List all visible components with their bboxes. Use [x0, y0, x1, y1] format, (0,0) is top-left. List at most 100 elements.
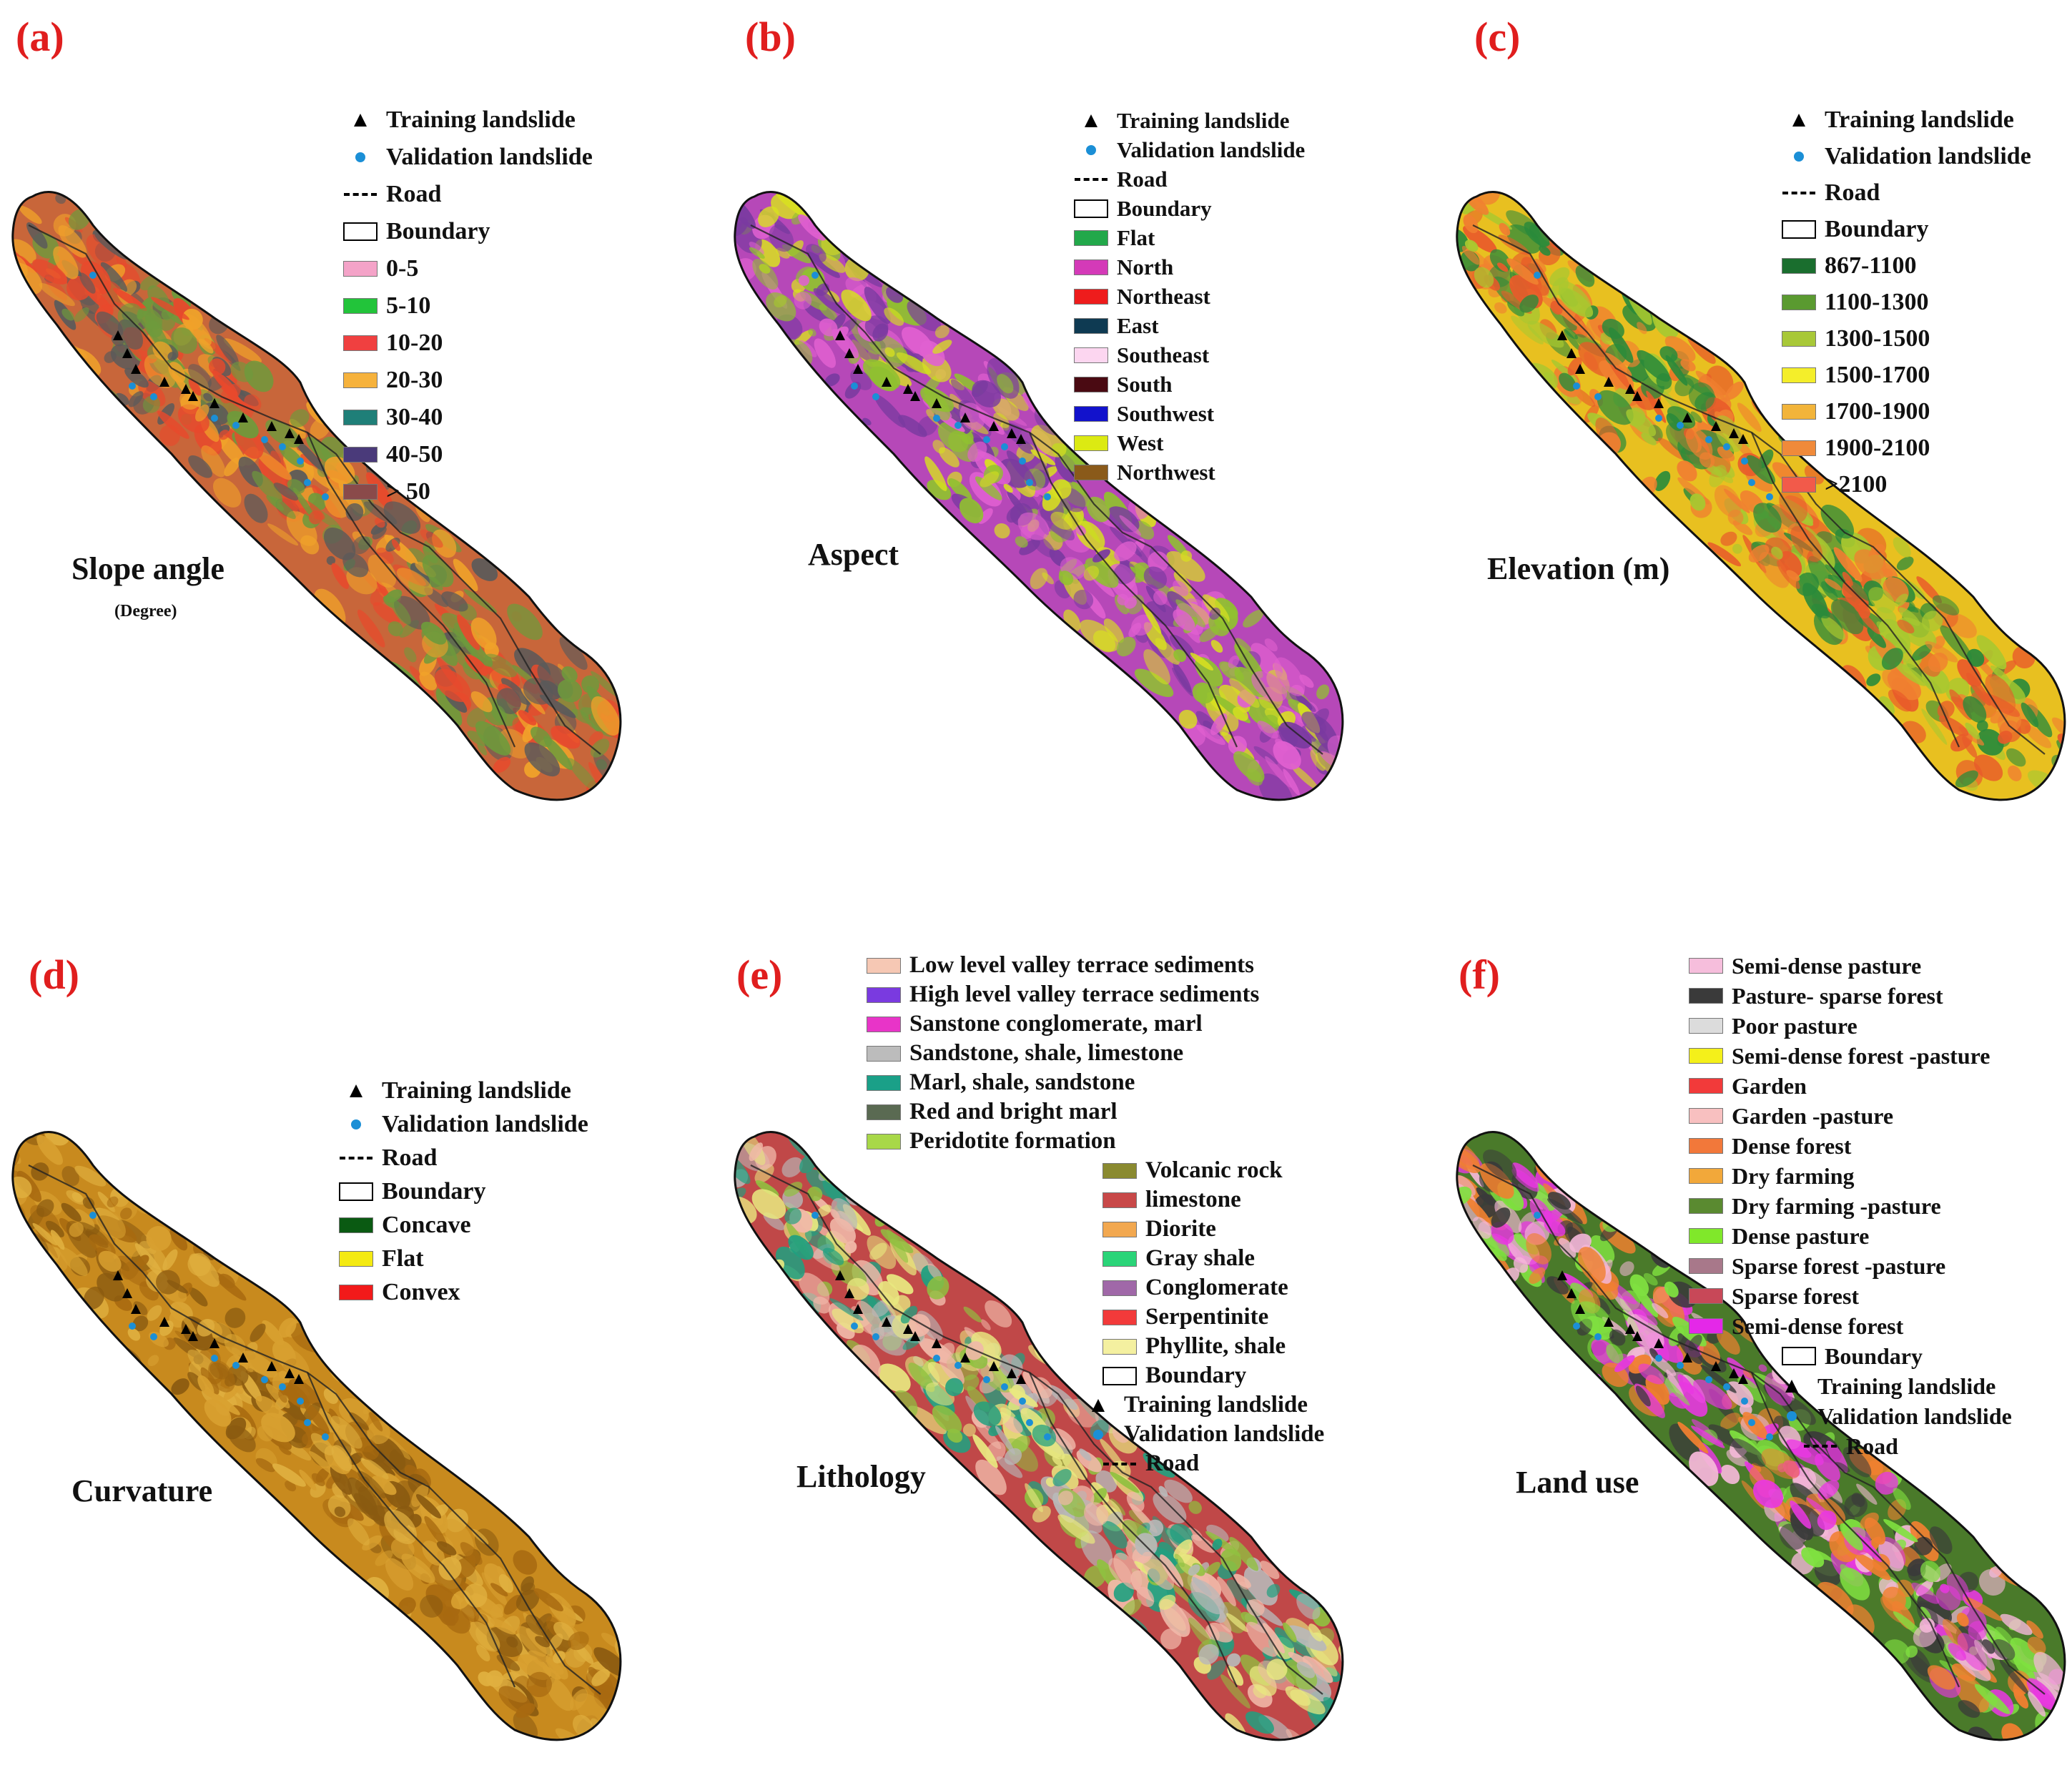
map-texture-patch [1229, 678, 1260, 708]
map-texture-patch [581, 675, 600, 694]
map-texture-patch [1190, 1579, 1225, 1615]
map-texture-patch [385, 589, 403, 603]
map-texture-patch [1464, 239, 1479, 252]
map-texture-patch [1840, 1563, 1855, 1581]
map-texture-patch [2057, 733, 2065, 750]
map-texture-patch [420, 1594, 443, 1618]
map-texture-patch [1092, 549, 1110, 563]
map-texture-patch [357, 609, 385, 648]
map-texture-patch [171, 327, 197, 354]
legend-label: Validation landslide [1817, 1403, 2012, 1429]
map-texture-patch [2006, 748, 2026, 767]
legend-item: Concave [337, 1208, 588, 1242]
color-swatch [865, 1045, 902, 1062]
map-texture-patch [794, 292, 812, 310]
training-landslide-marker [835, 330, 845, 340]
map-texture-patch [694, 1142, 726, 1173]
legend-label: Road [1846, 1433, 1898, 1459]
map-texture-patch [1905, 1645, 1918, 1658]
training-landslide-marker [122, 1288, 132, 1298]
legend-item: Road [865, 1449, 1324, 1478]
validation-landslide-marker [1655, 415, 1662, 422]
map-texture-patch [758, 206, 779, 227]
map-texture-patch [1856, 1483, 1878, 1505]
map-texture-patch [1609, 1329, 1626, 1346]
legend-item: West [1072, 428, 1305, 458]
map-texture-patch [1265, 756, 1292, 788]
map-texture-patch [1015, 536, 1028, 548]
validation-landslide-marker [933, 1355, 940, 1362]
map-texture-patch [1539, 245, 1551, 256]
legend-item: Flat [1072, 223, 1305, 252]
map-texture-patch [1658, 1373, 1690, 1406]
map-texture-patch [862, 359, 901, 390]
legend-item: Garden -pasture [1687, 1101, 2012, 1131]
training-landslide-marker [1711, 1361, 1721, 1371]
dashed-line-icon [1802, 1445, 1839, 1448]
color-swatch [1780, 440, 1817, 456]
map-texture-patch [1285, 1686, 1311, 1706]
legend-label: Training landslide [1825, 106, 2014, 133]
map-texture-patch [310, 1433, 334, 1455]
color-swatch [1072, 259, 1110, 275]
map-texture-patch [1228, 736, 1247, 755]
validation-landslide-marker [232, 422, 240, 429]
map-texture-patch [203, 392, 213, 402]
map-texture-patch [1210, 713, 1228, 736]
color-swatch [1101, 1250, 1138, 1267]
map-texture-patch [59, 1247, 88, 1277]
map-texture-patch [83, 1286, 104, 1310]
map-texture-patch [1688, 382, 1715, 410]
color-swatch [1072, 317, 1110, 334]
map-texture-patch [1732, 1438, 1766, 1467]
legend-item: Southeast [1072, 340, 1305, 370]
map-texture-patch [1173, 649, 1187, 662]
legend-label: Validation landslide [386, 144, 593, 170]
map-texture-patch [147, 1355, 159, 1366]
map-texture-patch [1274, 1627, 1294, 1648]
map-texture-patch [924, 456, 947, 491]
map-texture-patch [1920, 1561, 1941, 1583]
map-texture-patch [2025, 725, 2052, 748]
map-texture-patch [1188, 1500, 1202, 1514]
legend-b: Training landslide Validation landslide Ro… [1072, 106, 1305, 487]
legend-item: East [1072, 311, 1305, 340]
training-landslide-marker [989, 421, 999, 431]
legend-item: Volcanic rock [865, 1156, 1324, 1185]
map-texture-patch [137, 1255, 149, 1267]
map-texture-patch [1289, 692, 1316, 712]
validation-landslide-marker [1001, 1383, 1008, 1390]
map-texture-patch [404, 647, 417, 663]
map-texture-patch [934, 325, 949, 339]
legend-item: Validation landslide [1072, 135, 1305, 164]
map-texture-patch [1160, 1554, 1184, 1588]
map-texture-patch [1558, 287, 1594, 318]
map-texture-patch [227, 410, 259, 439]
map-texture-patch [169, 1227, 188, 1251]
map-texture-patch [1334, 776, 1343, 798]
legend-item: Training landslide [865, 1390, 1324, 1420]
map-texture-patch [569, 1688, 588, 1711]
map-texture-patch [86, 234, 119, 269]
map-texture-patch [1079, 1448, 1092, 1461]
map-texture-patch [98, 1250, 122, 1272]
map-texture-patch [980, 471, 1000, 488]
map-texture-patch [1456, 1144, 1481, 1173]
map-texture-patch [1266, 1658, 1288, 1681]
map-texture-patch [948, 478, 972, 502]
map-texture-patch [1627, 1314, 1664, 1350]
map-texture-patch [1896, 556, 1914, 570]
legend-label: Volcanic rock [1145, 1157, 1283, 1183]
map-texture-patch [1229, 1537, 1259, 1571]
map-texture-patch [2069, 736, 2072, 778]
map-texture-patch [1032, 1505, 1051, 1523]
legend-label: Road [1825, 179, 1880, 206]
map-texture-patch [184, 314, 212, 346]
training-landslide-marker [159, 1317, 169, 1327]
map-texture-patch [1652, 1302, 1669, 1319]
map-texture-patch [884, 264, 900, 283]
map-texture-patch [139, 1241, 167, 1270]
map-texture-patch [113, 287, 147, 311]
legend-label: 20-30 [386, 367, 443, 393]
training-landslide-marker [910, 1331, 920, 1341]
